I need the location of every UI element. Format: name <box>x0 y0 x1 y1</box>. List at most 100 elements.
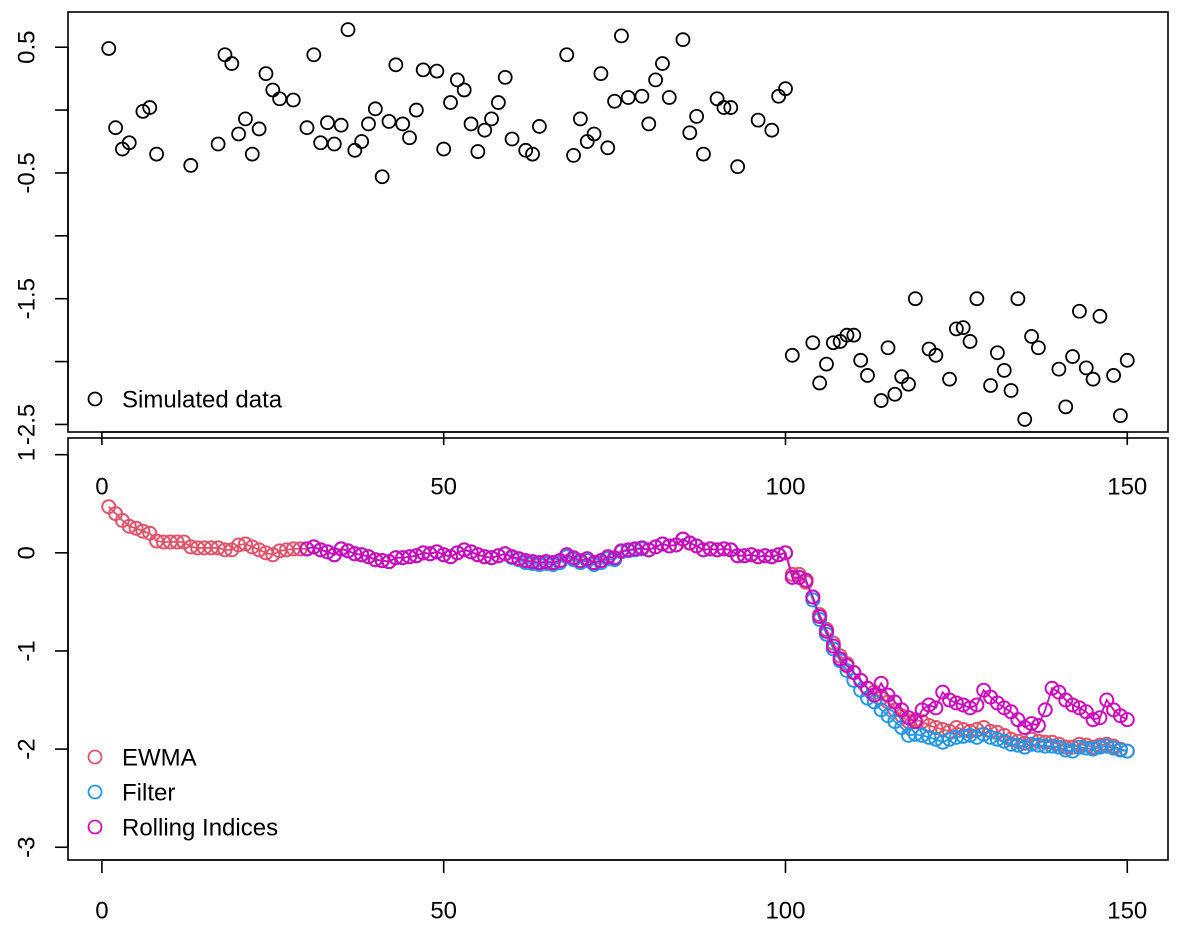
point <box>983 729 999 745</box>
point <box>907 714 923 730</box>
point <box>573 111 588 127</box>
point <box>429 63 445 79</box>
point <box>415 62 431 78</box>
plot-box <box>67 437 1169 861</box>
point <box>1106 368 1121 383</box>
point <box>962 700 978 716</box>
point <box>1051 361 1067 377</box>
point <box>764 549 780 565</box>
point <box>511 551 527 567</box>
x-tick-label: 150 <box>1107 897 1147 924</box>
point <box>360 549 376 565</box>
point <box>1092 308 1108 324</box>
x-tick-label: 100 <box>765 897 805 924</box>
point <box>299 120 315 136</box>
point <box>921 729 937 745</box>
point <box>361 116 376 132</box>
point <box>996 362 1012 378</box>
point <box>306 47 322 63</box>
point <box>1112 742 1128 758</box>
point <box>1037 702 1053 718</box>
point <box>989 345 1005 361</box>
point <box>1078 360 1094 376</box>
legend-marker <box>87 391 103 407</box>
point <box>244 539 260 555</box>
point <box>1065 697 1081 713</box>
point <box>1010 291 1026 307</box>
series-line <box>306 537 1128 753</box>
point <box>675 32 691 48</box>
point <box>408 102 424 118</box>
legend-label: Simulated data <box>122 386 283 413</box>
point <box>696 146 711 162</box>
point <box>928 720 944 736</box>
x-tick-label: 50 <box>430 473 457 500</box>
point <box>716 100 732 115</box>
point <box>907 291 923 307</box>
point <box>914 727 930 743</box>
point <box>449 72 465 88</box>
x-tick-label: 0 <box>95 897 108 924</box>
point <box>463 116 479 132</box>
point <box>340 543 356 559</box>
point <box>1030 718 1046 734</box>
point <box>853 352 869 368</box>
point <box>798 572 814 588</box>
point <box>839 327 855 343</box>
point <box>1099 738 1115 754</box>
point <box>470 144 486 159</box>
y-tick-label: -2 <box>13 738 40 759</box>
point <box>942 731 958 747</box>
point <box>388 57 404 73</box>
point <box>764 122 780 138</box>
point <box>771 547 787 563</box>
point <box>436 141 452 157</box>
point <box>894 369 910 385</box>
point <box>873 675 889 691</box>
point <box>989 731 1005 747</box>
point <box>504 549 520 565</box>
point <box>108 120 123 136</box>
point <box>402 549 418 565</box>
point <box>1003 383 1019 398</box>
point <box>812 609 828 625</box>
point <box>1085 741 1101 757</box>
y-tick-label: -1 <box>13 640 40 661</box>
point <box>265 82 281 98</box>
y-tick-label: -2.5 <box>13 404 40 445</box>
point <box>661 538 677 554</box>
point <box>709 91 725 107</box>
point <box>1106 740 1122 756</box>
point <box>805 335 821 351</box>
point <box>928 700 944 716</box>
point <box>723 100 739 115</box>
series-line <box>306 537 1128 729</box>
point <box>244 146 260 162</box>
point <box>456 82 472 98</box>
point <box>313 542 329 558</box>
point <box>607 93 622 109</box>
point <box>319 544 335 560</box>
point <box>593 66 609 82</box>
point <box>1058 742 1074 758</box>
point <box>149 146 164 162</box>
point <box>135 523 151 539</box>
point <box>121 135 137 151</box>
point <box>948 695 964 711</box>
point <box>347 142 363 158</box>
point <box>730 159 746 175</box>
point <box>142 100 158 115</box>
point <box>921 697 937 713</box>
point <box>812 375 828 391</box>
y-tick-label: -1.5 <box>13 278 40 319</box>
point <box>682 125 698 141</box>
point <box>1085 371 1101 387</box>
point <box>1072 303 1087 319</box>
y-tick-label: -0.5 <box>13 152 40 193</box>
point <box>655 56 670 71</box>
point <box>251 121 267 137</box>
point <box>818 623 834 639</box>
point <box>778 81 793 97</box>
